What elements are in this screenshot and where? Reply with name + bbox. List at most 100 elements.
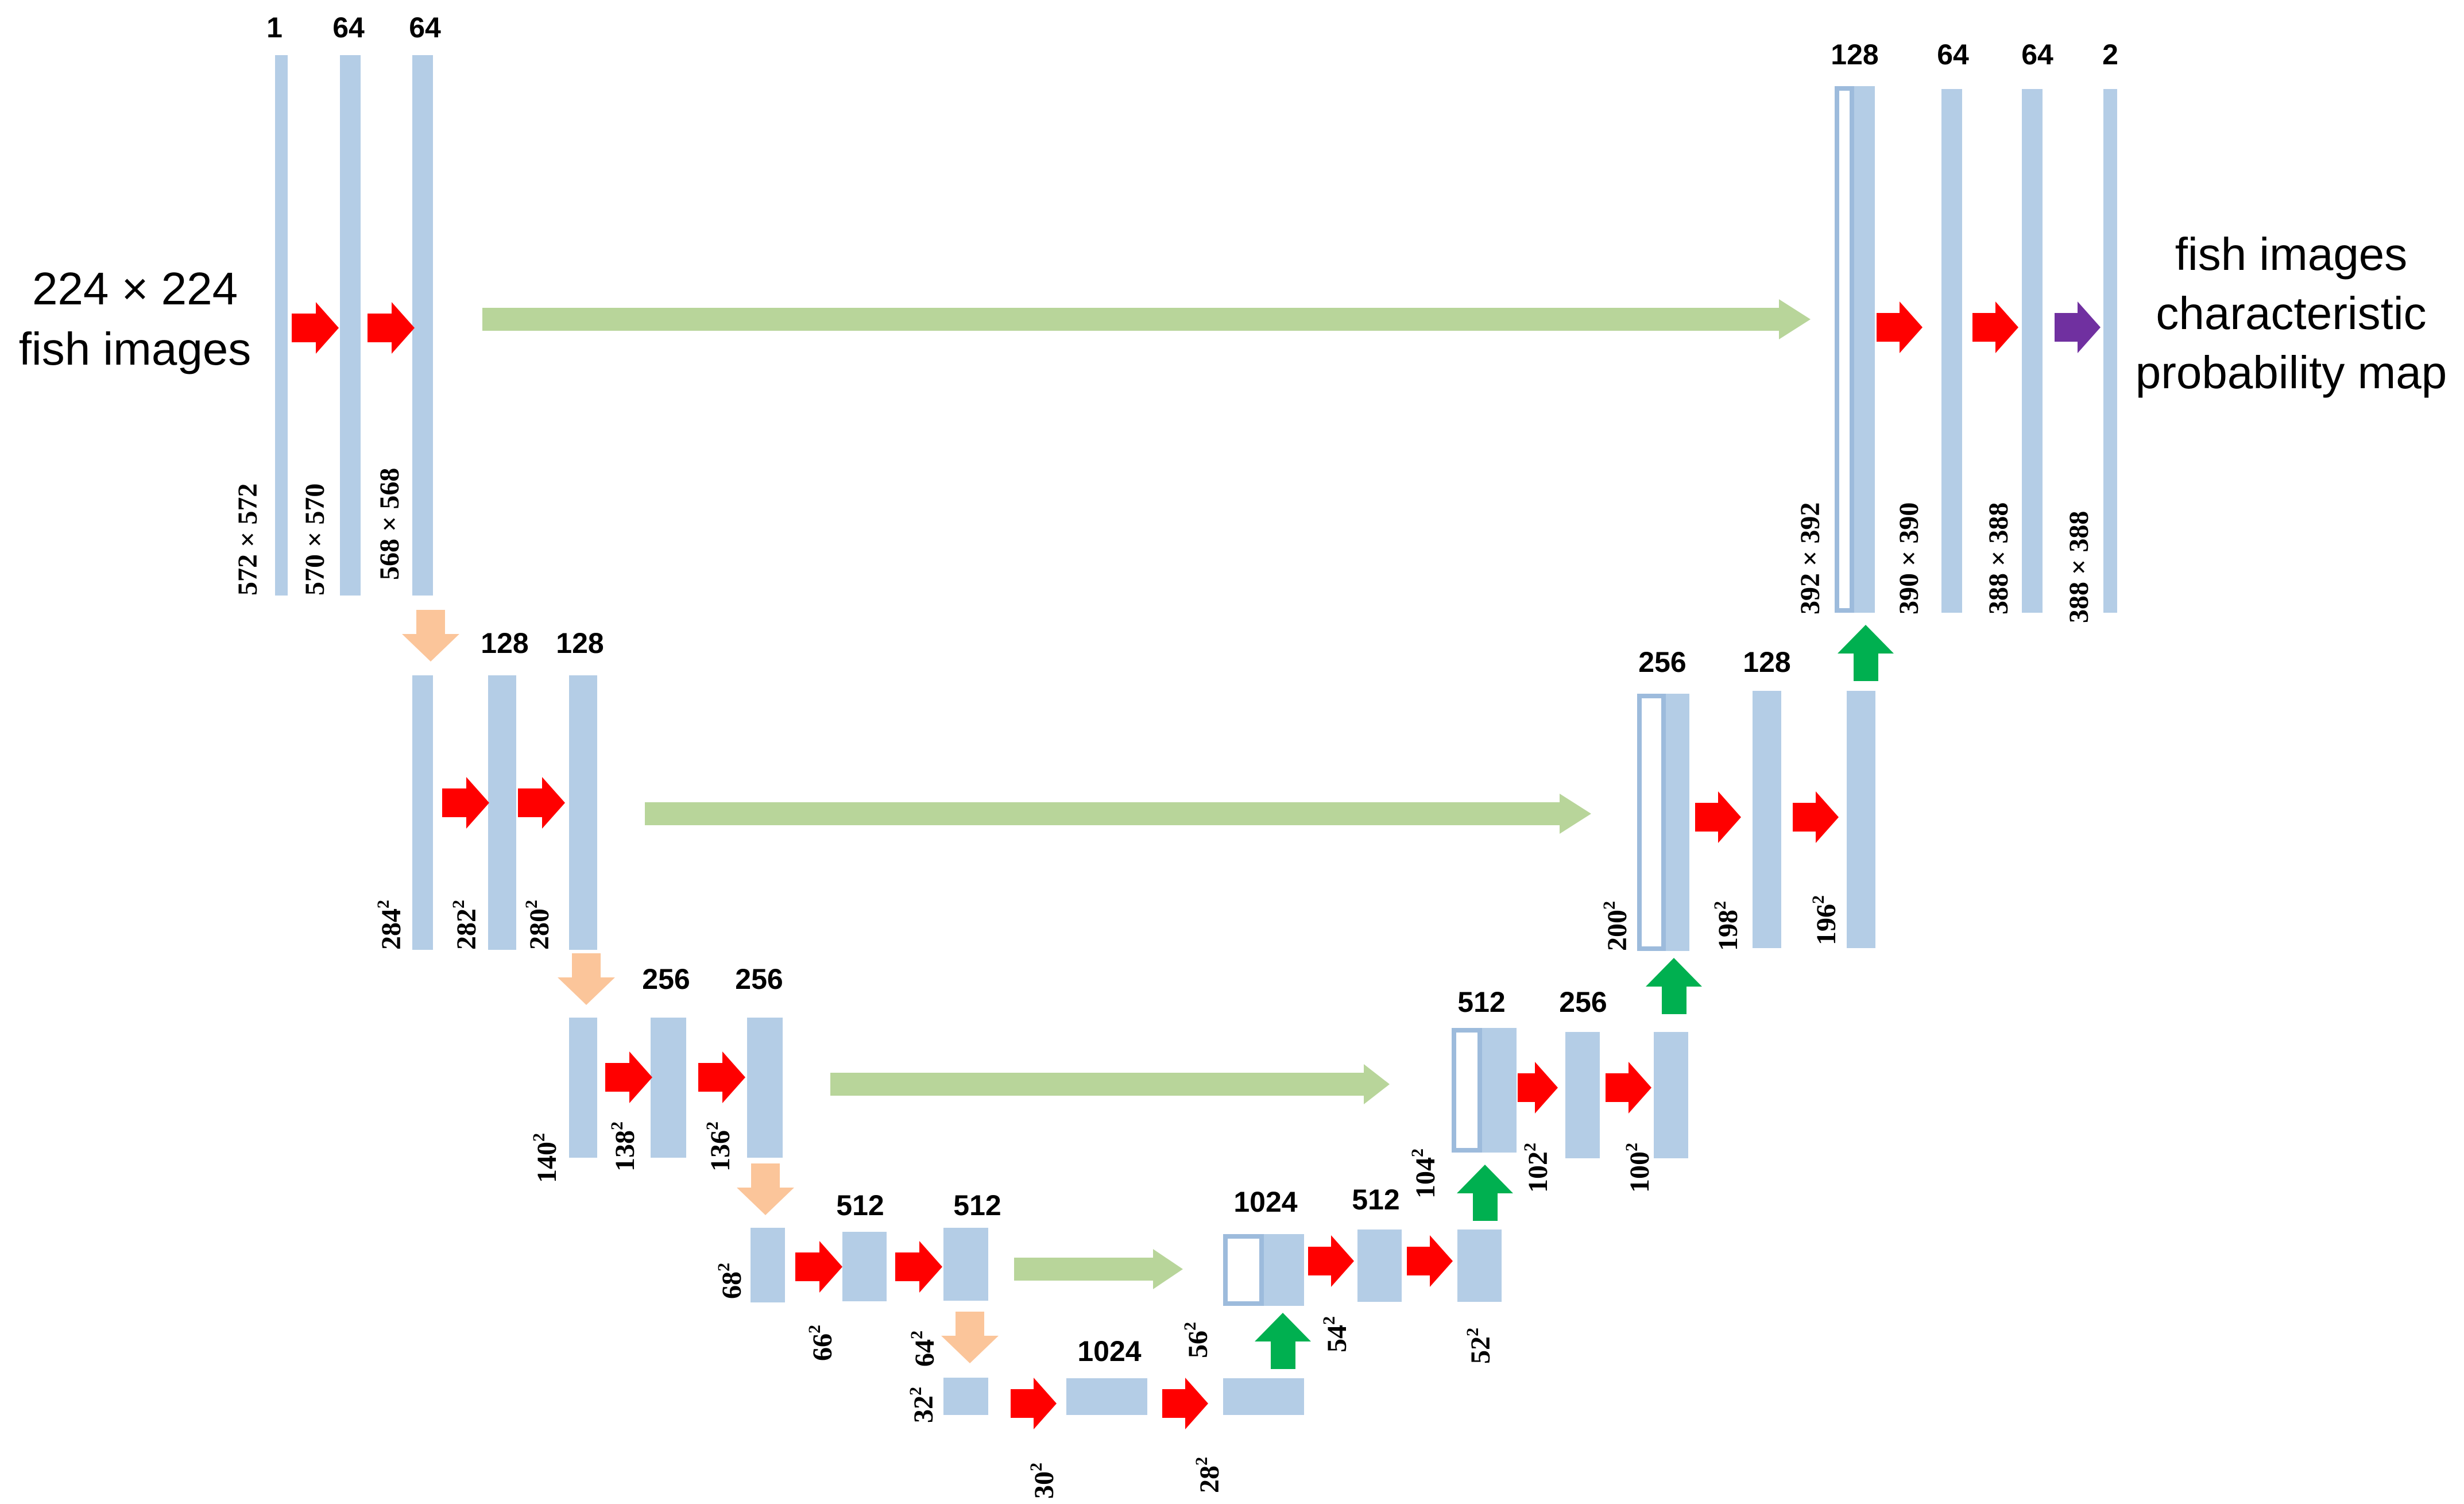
- feature-map-e1-3: [412, 55, 433, 596]
- maxpool-arrow: [558, 953, 615, 1005]
- output-label-line3: probability map: [2136, 347, 2447, 398]
- upconv-arrows: [1255, 625, 1894, 1369]
- channel-label: 128: [556, 627, 604, 659]
- feature-map-e3-1: [569, 1018, 597, 1158]
- feature-map-d2-3: [1847, 691, 1875, 948]
- feature-map-d3-2: [1565, 1032, 1600, 1158]
- channel-label: 512: [836, 1189, 884, 1221]
- input-label-text: fish images: [19, 323, 252, 374]
- size-label: 2002: [1600, 901, 1633, 951]
- size-label: 2822: [449, 900, 482, 950]
- output-label-line2: characteristic: [2156, 288, 2426, 339]
- conv-arrow: [1695, 791, 1741, 843]
- conv-arrow: [895, 1241, 942, 1293]
- feature-map-e2-3: [569, 675, 597, 950]
- maxpool-arrow: [402, 610, 459, 662]
- feature-map-e3-2: [651, 1018, 686, 1158]
- size-label: 1002: [1622, 1143, 1655, 1193]
- size-label: 1962: [1809, 895, 1842, 945]
- copied-map-d2: [1637, 694, 1666, 951]
- feature-map-e4-1: [751, 1228, 785, 1302]
- channel-label: 64: [332, 11, 365, 44]
- channel-label: 512: [1352, 1184, 1399, 1216]
- conv-arrow: [442, 777, 489, 829]
- size-label: 1042: [1408, 1149, 1441, 1198]
- conv-arrow: [698, 1051, 745, 1103]
- size-label: 282: [1192, 1457, 1225, 1493]
- channel-label: 512: [953, 1189, 1001, 1221]
- feature-map-d1-2: [1941, 89, 1962, 613]
- channel-label: 64: [409, 11, 441, 44]
- size-label: 2802: [522, 900, 555, 950]
- skip-arrow-level3: [830, 1064, 1390, 1104]
- size-label: 568 × 568: [374, 468, 405, 580]
- upconv-arrow: [1457, 1165, 1513, 1221]
- feature-map-e4-3: [943, 1228, 988, 1301]
- conv-arrow: [1407, 1235, 1453, 1287]
- channel-labels: 1 64 64 128 128 256 256 512 512 1024 102…: [266, 11, 2118, 1367]
- conv-arrow: [1162, 1378, 1208, 1429]
- copied-map-d3: [1452, 1028, 1482, 1153]
- size-label: 682: [714, 1263, 747, 1299]
- size-labels: 572 × 572 570 × 570 568 × 568 2842 2822 …: [233, 468, 2094, 1499]
- size-label: 562: [1181, 1322, 1213, 1358]
- conv-arrow: [1308, 1235, 1354, 1287]
- channel-label: 256: [642, 963, 690, 995]
- channel-label: 128: [481, 627, 528, 659]
- feature-map-d4-2: [1357, 1230, 1402, 1302]
- skip-arrow-level1: [482, 299, 1811, 339]
- conv-arrow: [795, 1241, 842, 1293]
- feature-map-d1-3: [2022, 89, 2043, 613]
- feature-map-e2-1: [412, 675, 433, 950]
- channel-label: 256: [1638, 646, 1686, 678]
- size-label: 572 × 572: [233, 484, 263, 596]
- channel-label: 128: [1743, 646, 1790, 678]
- output-label-line1: fish images: [2175, 229, 2408, 280]
- channel-label: 64: [2021, 38, 2053, 71]
- channel-label: 1: [266, 11, 283, 44]
- size-label: 542: [1320, 1316, 1352, 1352]
- feature-map-bottom-1: [943, 1378, 988, 1415]
- size-label: 390 × 390: [1894, 502, 1924, 614]
- size-label: 388 × 388: [2064, 511, 2094, 623]
- upconv-arrow: [1838, 625, 1894, 681]
- size-label: 302: [1027, 1463, 1059, 1499]
- size-label: 1382: [608, 1122, 640, 1172]
- channel-label: 1024: [1233, 1186, 1297, 1218]
- feature-map-bottom-2: [1066, 1378, 1147, 1415]
- conv-arrow: [518, 777, 565, 829]
- feature-map-d3-3: [1654, 1032, 1688, 1158]
- skip-connections: [482, 299, 1811, 1289]
- output-conv-arrow: [2055, 301, 2101, 353]
- channel-label: 64: [1937, 38, 1969, 71]
- conv-arrow: [605, 1051, 652, 1103]
- skip-arrow-level4: [1014, 1249, 1183, 1289]
- conv-arrow: [1606, 1062, 1651, 1113]
- channel-label: 128: [1831, 38, 1878, 71]
- size-label: 522: [1463, 1328, 1496, 1364]
- size-label: 322: [906, 1387, 939, 1423]
- feature-map-d4-3: [1457, 1230, 1502, 1302]
- feature-maps: [275, 55, 2117, 1415]
- size-label: 1362: [703, 1122, 736, 1172]
- input-label-size: 224 × 224: [32, 263, 238, 314]
- size-label: 642: [907, 1331, 940, 1367]
- copied-feature-maps: [1223, 86, 1854, 1306]
- conv-arrow: [292, 302, 339, 354]
- channel-label: 512: [1457, 986, 1505, 1018]
- feature-map-e1-2: [340, 55, 361, 596]
- feature-map-d1-4: [2103, 89, 2117, 613]
- conv-arrow: [1011, 1378, 1057, 1429]
- conv-arrow: [1972, 301, 2018, 353]
- size-label: 1022: [1521, 1143, 1553, 1193]
- conv-arrow: [368, 302, 415, 354]
- conv-arrows: [292, 301, 2018, 1429]
- upconv-arrow: [1255, 1313, 1311, 1369]
- feature-map-bottom-3: [1223, 1378, 1304, 1415]
- size-label: 2842: [374, 900, 407, 950]
- conv-arrow: [1518, 1062, 1558, 1113]
- upconv-arrow: [1646, 958, 1702, 1014]
- channel-label: 256: [735, 963, 783, 995]
- feature-map-e2-2: [488, 675, 516, 950]
